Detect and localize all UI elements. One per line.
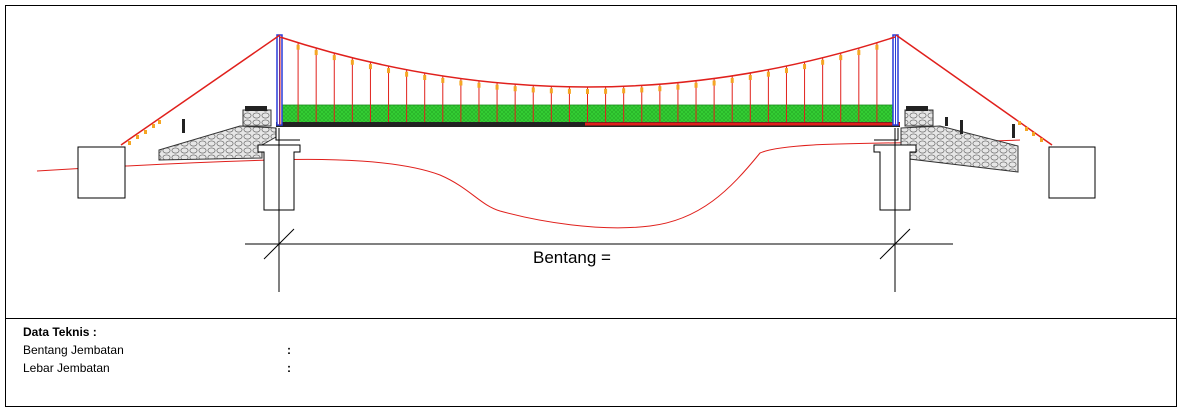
hanger-clamp (586, 89, 589, 94)
hanger-clamp (387, 68, 391, 74)
hanger-clamp (314, 50, 318, 56)
backstay-clamp (1025, 127, 1028, 131)
hanger-clamp (857, 50, 861, 56)
hanger-clamp (766, 71, 770, 77)
hanger-clamp (477, 82, 481, 88)
hanger-clamp (296, 44, 300, 50)
backstay-clamp-group (128, 120, 1043, 145)
hanger-clamp (730, 77, 734, 83)
hanger-group (296, 42, 879, 122)
hanger-clamp (676, 84, 680, 90)
technical-data-panel: Data Teknis : Bentang Jembatan : Lebar J… (23, 323, 323, 377)
drawing-frame (5, 5, 1177, 407)
hanger-clamp (784, 68, 788, 74)
main-cable (279, 36, 896, 88)
technical-data-row: Bentang Jembatan : (23, 341, 323, 359)
hanger-clamp (803, 64, 807, 70)
anchor-block-right (1048, 146, 1096, 199)
frame-divider (5, 318, 1177, 319)
backstay-clamp (144, 130, 147, 134)
hanger-clamp (821, 59, 825, 65)
hanger-clamp (441, 77, 445, 83)
hanger-clamp (332, 55, 336, 61)
anchor-block-left (77, 146, 126, 199)
bridge-width-label: Lebar Jembatan (23, 361, 110, 375)
span-length-separator: : (287, 343, 291, 357)
hanger-clamp (875, 44, 879, 50)
hanger-clamp (640, 87, 644, 93)
backstay-clamp (136, 135, 139, 139)
span-length-label: Bentang Jembatan (23, 343, 124, 357)
hanger-clamp (459, 80, 463, 86)
hanger-clamp (622, 88, 626, 94)
hanger-clamp (350, 59, 354, 65)
hanger-clamp (549, 88, 553, 94)
hanger-clamp (604, 88, 608, 94)
backstay-clamp (1018, 121, 1021, 125)
stone-cap-right (904, 109, 934, 127)
backstay-clamp (152, 124, 155, 128)
backstay-clamp (158, 120, 161, 124)
bridge-width-separator: : (287, 361, 291, 375)
stone-abutment-left (158, 125, 277, 161)
hanger-clamp (839, 55, 843, 61)
hanger-clamp (712, 80, 716, 86)
backstay-cable-right (895, 34, 1053, 146)
backstay-cable-left (120, 34, 281, 146)
backstay-clamp (128, 141, 131, 145)
hanger-clamp (368, 64, 372, 70)
technical-data-heading: Data Teknis : (23, 325, 97, 339)
hanger-clamp (694, 82, 698, 88)
hanger-clamp (748, 74, 752, 80)
stone-cap-left (242, 109, 272, 127)
hanger-clamp (531, 87, 535, 93)
hanger-clamp (513, 86, 517, 92)
backstay-clamp (1040, 138, 1043, 142)
hanger-clamp (495, 84, 499, 90)
hanger-clamp (423, 74, 427, 80)
span-dimension-label: Bentang = (533, 248, 611, 267)
stone-abutment-right (900, 125, 1019, 173)
hanger-clamp (567, 88, 571, 94)
ground-profile (36, 139, 1021, 229)
technical-data-row: Lebar Jembatan : (23, 359, 323, 377)
hanger-clamp (405, 71, 409, 77)
backstay-clamp (1032, 132, 1035, 136)
hanger-clamp (658, 86, 662, 92)
